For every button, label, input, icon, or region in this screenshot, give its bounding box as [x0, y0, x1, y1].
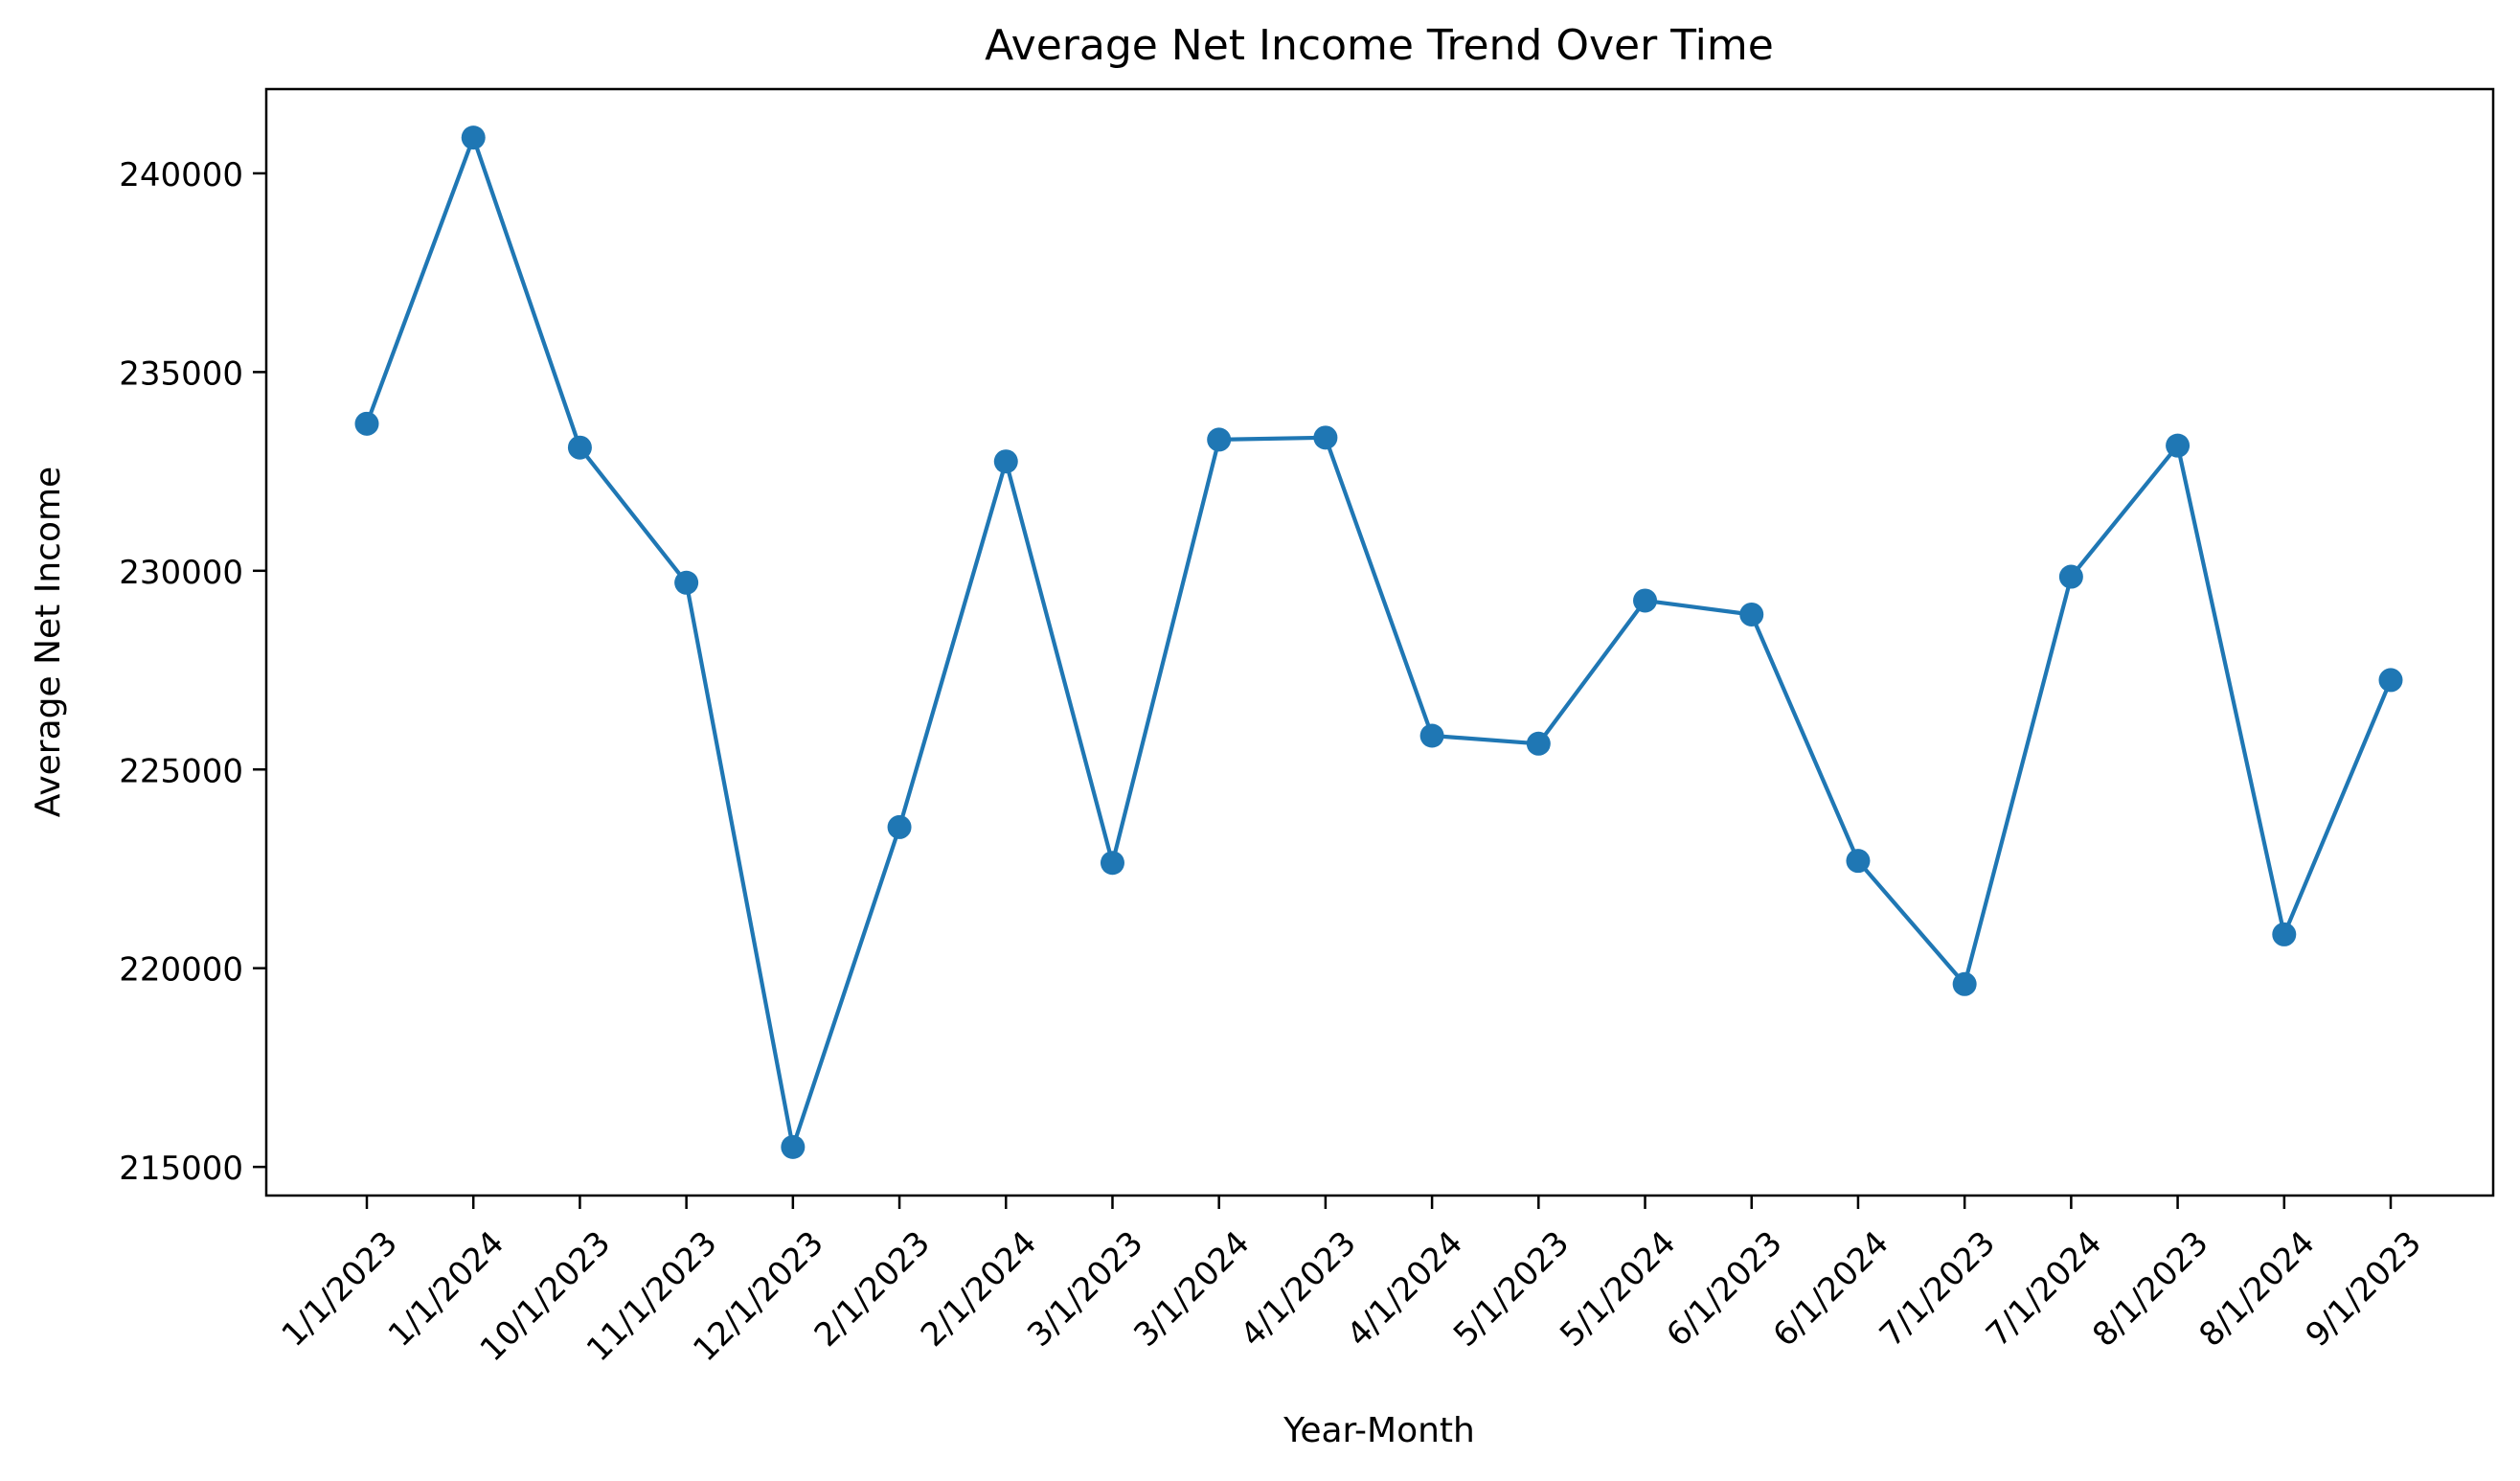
chart-title: Average Net Income Trend Over Time: [985, 21, 1774, 70]
y-axis-label: Average Net Income: [29, 467, 68, 817]
data-point: [1100, 851, 1124, 876]
y-tick-label: 230000: [119, 554, 243, 592]
data-point: [1739, 602, 1764, 627]
series-line: [365, 135, 2393, 1150]
data-point: [2058, 564, 2083, 589]
y-tick-label: 240000: [119, 156, 243, 194]
series-average-net-income: [354, 125, 2403, 1159]
data-point: [354, 411, 379, 436]
y-axis-ticks: 215000 220000 225000 230000 235000 240000: [119, 156, 266, 1188]
x-axis-label: Year-Month: [1283, 1411, 1475, 1450]
data-point: [2272, 922, 2297, 946]
data-point: [461, 125, 486, 150]
data-point: [1207, 427, 1232, 452]
data-point: [781, 1134, 806, 1159]
data-point: [993, 449, 1018, 474]
data-point: [1846, 849, 1871, 874]
y-tick-label: 215000: [119, 1150, 243, 1188]
data-point: [2378, 668, 2403, 693]
data-point: [1633, 588, 1658, 613]
y-tick-label: 225000: [119, 752, 243, 790]
data-point: [674, 570, 699, 595]
data-point: [1526, 731, 1551, 756]
y-tick-label: 220000: [119, 951, 243, 990]
data-point: [1952, 971, 1977, 996]
data-point: [2166, 433, 2191, 458]
y-tick-label: 235000: [119, 354, 243, 393]
data-point: [1313, 425, 1338, 450]
data-point: [567, 435, 592, 460]
data-point: [887, 814, 912, 839]
data-point: [1419, 723, 1444, 748]
plot-area-frame: [264, 87, 2495, 1197]
